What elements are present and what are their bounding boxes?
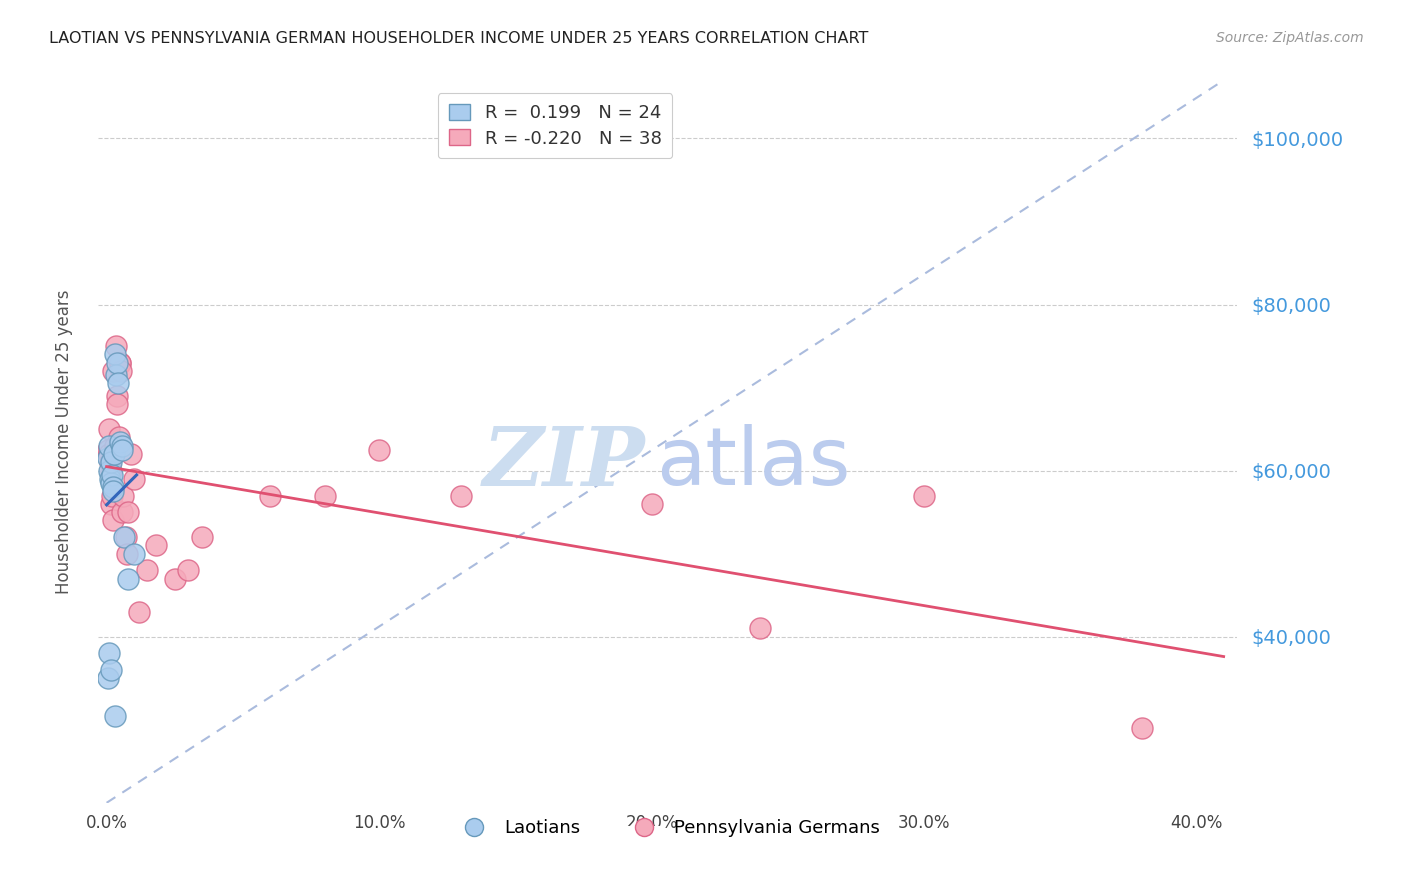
Point xyxy=(101,480,124,494)
Point xyxy=(100,464,122,478)
Point xyxy=(100,497,122,511)
Point xyxy=(450,489,472,503)
Point xyxy=(103,447,125,461)
Point xyxy=(101,513,124,527)
Point xyxy=(97,464,120,478)
Point xyxy=(98,439,121,453)
Point xyxy=(112,530,135,544)
Point xyxy=(98,455,121,469)
Point xyxy=(111,505,134,519)
Point xyxy=(104,708,127,723)
Y-axis label: Householder Income Under 25 years: Householder Income Under 25 years xyxy=(55,289,73,594)
Point xyxy=(110,434,132,449)
Point xyxy=(749,621,772,635)
Point xyxy=(259,489,281,503)
Point xyxy=(128,605,150,619)
Point xyxy=(101,489,124,503)
Point xyxy=(120,447,142,461)
Point xyxy=(100,663,122,677)
Point xyxy=(103,484,125,499)
Point xyxy=(100,476,122,491)
Point xyxy=(101,467,124,482)
Point xyxy=(105,389,128,403)
Text: LAOTIAN VS PENNSYLVANIA GERMAN HOUSEHOLDER INCOME UNDER 25 YEARS CORRELATION CHA: LAOTIAN VS PENNSYLVANIA GERMAN HOUSEHOLD… xyxy=(49,31,869,46)
Point xyxy=(107,397,129,411)
Point xyxy=(110,356,132,370)
Point xyxy=(368,442,391,457)
Point xyxy=(107,376,129,391)
Point xyxy=(98,646,121,660)
Point xyxy=(110,364,132,378)
Point xyxy=(97,451,120,466)
Point xyxy=(97,671,120,685)
Text: Source: ZipAtlas.com: Source: ZipAtlas.com xyxy=(1216,31,1364,45)
Point xyxy=(104,439,127,453)
Point xyxy=(114,530,136,544)
Point xyxy=(98,422,121,436)
Point xyxy=(105,356,128,370)
Point xyxy=(110,439,132,453)
Point xyxy=(177,563,200,577)
Point xyxy=(111,442,134,457)
Point xyxy=(912,489,935,503)
Point xyxy=(103,364,125,378)
Text: ZIP: ZIP xyxy=(482,423,645,503)
Point xyxy=(122,547,145,561)
Point xyxy=(191,530,214,544)
Point xyxy=(115,547,138,561)
Point xyxy=(145,538,167,552)
Point xyxy=(163,572,186,586)
Point xyxy=(117,572,139,586)
Point xyxy=(136,563,159,577)
Point xyxy=(117,505,139,519)
Point xyxy=(112,489,135,503)
Point xyxy=(100,455,122,469)
Point xyxy=(314,489,336,503)
Point xyxy=(640,497,662,511)
Point xyxy=(97,442,120,457)
Legend: Laotians, Pennsylvania Germans: Laotians, Pennsylvania Germans xyxy=(449,812,887,845)
Point xyxy=(122,472,145,486)
Point xyxy=(108,430,131,444)
Point xyxy=(108,356,131,370)
Text: atlas: atlas xyxy=(657,425,851,502)
Point xyxy=(1130,721,1153,735)
Point xyxy=(105,368,128,383)
Point xyxy=(97,447,120,461)
Point xyxy=(104,347,127,361)
Point xyxy=(98,472,121,486)
Point xyxy=(105,339,128,353)
